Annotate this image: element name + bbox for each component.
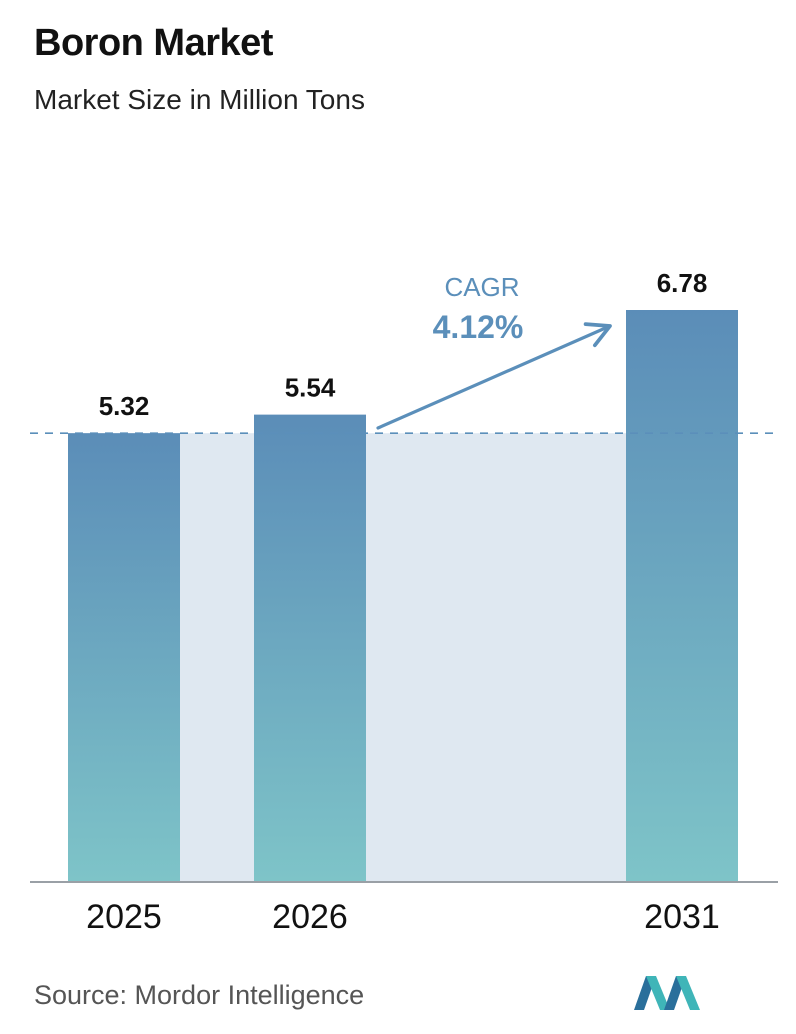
chart-title: Boron Market <box>34 22 273 64</box>
data-label-2025: 5.32 <box>99 391 150 421</box>
x-tick-2031: 2031 <box>644 898 720 936</box>
cagr-arrow <box>376 322 612 430</box>
x-tick-2025: 2025 <box>86 898 162 936</box>
chart-subtitle: Market Size in Million Tons <box>34 84 365 115</box>
x-tick-2026: 2026 <box>272 898 348 936</box>
bar-2025 <box>68 433 180 882</box>
bar-2031 <box>626 310 738 882</box>
data-label-2026: 5.54 <box>285 373 336 403</box>
mordor-intelligence-logo <box>634 976 700 1010</box>
cagr-label: CAGR <box>444 272 519 302</box>
data-label-2031: 6.78 <box>657 268 708 298</box>
bar-2026 <box>254 414 366 882</box>
cagr-value: 4.12% <box>433 309 524 345</box>
source-text: Source: Mordor Intelligence <box>34 980 365 1010</box>
